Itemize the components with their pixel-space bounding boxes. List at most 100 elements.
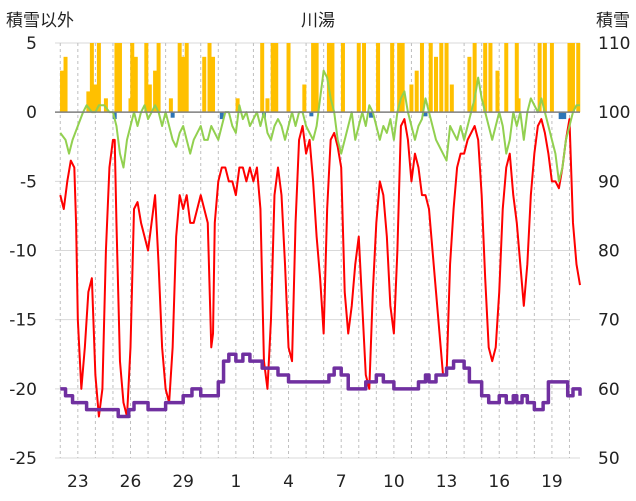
bar-4 bbox=[423, 112, 428, 117]
bar-3 bbox=[570, 43, 575, 113]
bar-3 bbox=[488, 43, 493, 113]
bar-3 bbox=[211, 56, 216, 113]
bar-3 bbox=[419, 43, 424, 113]
bar-3 bbox=[133, 56, 138, 113]
left-tick-label: -25 bbox=[9, 449, 37, 469]
bar-3 bbox=[495, 70, 500, 113]
left-tick-label: 5 bbox=[26, 34, 37, 54]
bar-3 bbox=[63, 56, 68, 113]
bar-4 bbox=[219, 112, 224, 120]
series-line-1 bbox=[59, 69, 580, 183]
bar-3 bbox=[181, 56, 186, 113]
x-tick-label: 1 bbox=[230, 472, 241, 492]
bar-3 bbox=[89, 43, 94, 113]
left-axis-title: 積雪以外 bbox=[6, 11, 74, 31]
bar-3 bbox=[376, 43, 381, 113]
bar-3 bbox=[153, 70, 158, 113]
bar-3 bbox=[537, 43, 542, 113]
bar-3 bbox=[390, 43, 395, 113]
bar-3 bbox=[86, 91, 91, 113]
right-axis-title: 積雪 bbox=[596, 11, 630, 31]
bar-4 bbox=[170, 112, 175, 118]
bar-3 bbox=[93, 84, 98, 113]
x-tick-label: 23 bbox=[67, 472, 89, 492]
bar-3 bbox=[400, 43, 405, 113]
chart-title: 川湯 bbox=[301, 11, 335, 31]
right-tick-label: 50 bbox=[598, 449, 620, 469]
left-tick-label: -15 bbox=[9, 311, 37, 331]
bar-3 bbox=[207, 43, 212, 113]
bar-3 bbox=[114, 43, 119, 113]
x-tick-label: 16 bbox=[488, 472, 510, 492]
bar-3 bbox=[130, 43, 135, 113]
right-tick-label: 90 bbox=[598, 172, 620, 192]
bar-3 bbox=[270, 43, 275, 113]
bar-3 bbox=[542, 43, 547, 113]
bar-3 bbox=[409, 84, 414, 113]
x-tick-label: 13 bbox=[436, 472, 458, 492]
bar-3 bbox=[362, 43, 367, 113]
bar-3 bbox=[444, 43, 449, 113]
bar-3 bbox=[96, 43, 101, 113]
bar-series bbox=[60, 43, 581, 120]
bar-3 bbox=[516, 98, 521, 113]
bar-3 bbox=[156, 43, 161, 113]
bar-3 bbox=[397, 43, 402, 113]
x-tick-label: 4 bbox=[283, 472, 294, 492]
bar-3 bbox=[168, 98, 173, 113]
bar-3 bbox=[326, 43, 331, 113]
bar-3 bbox=[514, 43, 519, 113]
bar-3 bbox=[103, 98, 108, 113]
bar-3 bbox=[483, 43, 488, 113]
bar-3 bbox=[147, 84, 152, 113]
bar-3 bbox=[60, 70, 65, 113]
bar-4 bbox=[562, 112, 567, 120]
left-tick-label: -10 bbox=[9, 242, 37, 262]
bar-3 bbox=[567, 43, 572, 113]
bar-3 bbox=[428, 43, 433, 113]
x-tick-label: 26 bbox=[120, 472, 142, 492]
bar-3 bbox=[274, 43, 279, 113]
bar-3 bbox=[576, 43, 581, 113]
bar-3 bbox=[311, 43, 316, 113]
bar-3 bbox=[434, 56, 439, 113]
bar-4 bbox=[309, 112, 314, 117]
x-tick-label: 10 bbox=[383, 472, 405, 492]
left-tick-label: 0 bbox=[26, 103, 37, 123]
bar-3 bbox=[235, 98, 240, 113]
right-tick-label: 110 bbox=[598, 34, 630, 54]
bar-3 bbox=[472, 43, 477, 113]
left-tick-label: -20 bbox=[9, 380, 37, 400]
line-series bbox=[59, 69, 582, 419]
bar-3 bbox=[286, 43, 291, 113]
bar-3 bbox=[467, 56, 472, 113]
series-line-0 bbox=[59, 118, 581, 418]
bar-3 bbox=[202, 56, 207, 113]
bar-3 bbox=[314, 43, 319, 113]
right-tick-label: 100 bbox=[598, 103, 630, 123]
right-tick-label: 70 bbox=[598, 311, 620, 331]
bar-3 bbox=[260, 43, 265, 113]
series-line-2 bbox=[60, 352, 582, 419]
x-tick-label: 7 bbox=[336, 472, 347, 492]
right-tick-label: 60 bbox=[598, 380, 620, 400]
bar-3 bbox=[549, 43, 554, 113]
bar-3 bbox=[302, 84, 307, 113]
x-tick-label: 29 bbox=[172, 472, 194, 492]
bar-3 bbox=[177, 43, 182, 113]
bar-3 bbox=[265, 98, 270, 113]
bar-3 bbox=[117, 43, 122, 113]
bar-4 bbox=[558, 112, 563, 120]
bar-3 bbox=[330, 43, 335, 113]
bar-3 bbox=[449, 84, 454, 113]
bar-3 bbox=[184, 43, 189, 113]
right-tick-label: 80 bbox=[598, 242, 620, 262]
bar-4 bbox=[369, 112, 374, 118]
bar-3 bbox=[504, 43, 509, 113]
x-tick-label: 19 bbox=[541, 472, 563, 492]
left-tick-label: -5 bbox=[20, 172, 37, 192]
bar-3 bbox=[144, 43, 149, 113]
bar-3 bbox=[414, 70, 419, 113]
